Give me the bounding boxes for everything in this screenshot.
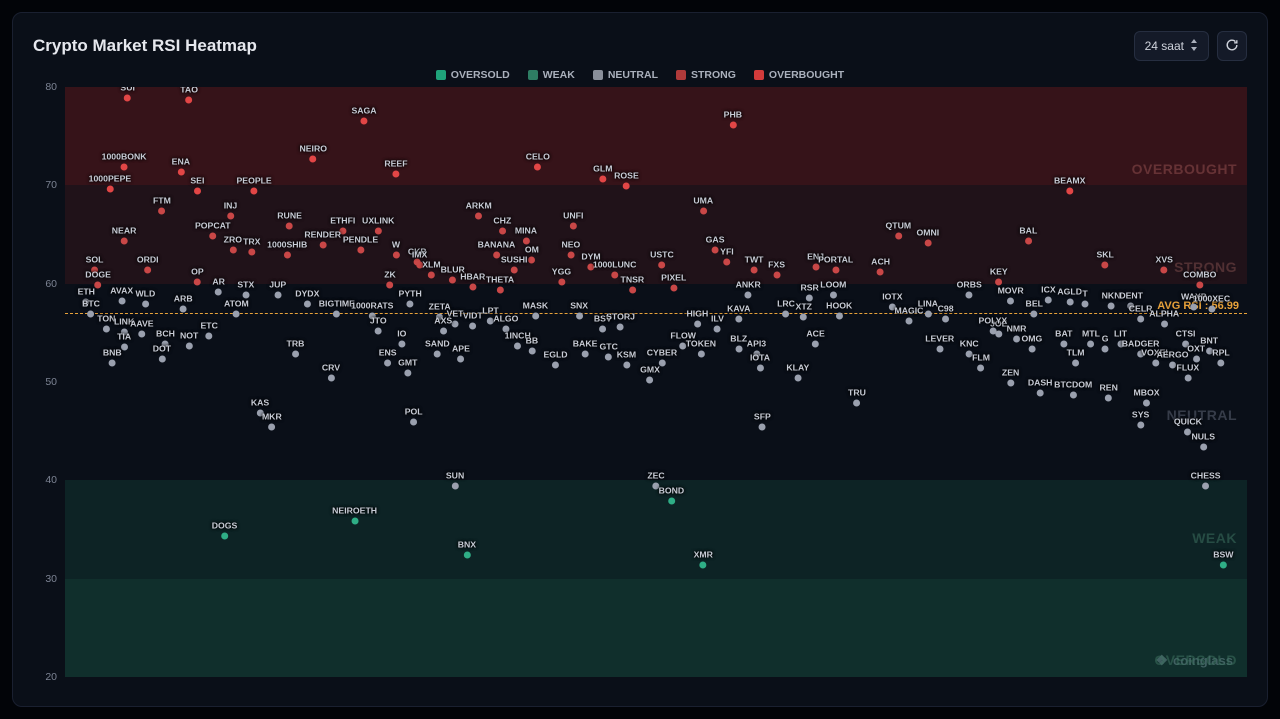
refresh-icon (1225, 38, 1239, 55)
legend-label: OVERSOLD (451, 69, 510, 81)
refresh-button[interactable] (1217, 31, 1247, 61)
y-tick: 70 (45, 179, 57, 191)
y-axis: 20304050607080 (33, 87, 65, 677)
legend-swatch (593, 70, 603, 80)
legend-label: NEUTRAL (608, 69, 658, 81)
legend-label: STRONG (691, 69, 736, 81)
avg-rsi-line (65, 313, 1247, 314)
y-tick: 60 (45, 278, 57, 290)
band-label: OVERSOLD (1154, 652, 1237, 668)
legend-swatch (676, 70, 686, 80)
panel-header: Crypto Market RSI Heatmap 24 saat (33, 31, 1247, 61)
rsi-band (65, 480, 1247, 578)
legend-item[interactable]: OVERSOLD (436, 69, 510, 81)
y-tick: 20 (45, 671, 57, 683)
legend: OVERSOLD WEAK NEUTRAL STRONG OVERBOUGHT (33, 69, 1247, 81)
y-tick: 50 (45, 376, 57, 388)
rsi-heatmap-chart[interactable]: 20304050607080 ❖ coinglass OVERBOUGHTSTR… (33, 87, 1247, 677)
legend-swatch (436, 70, 446, 80)
rsi-band (65, 579, 1247, 677)
heatmap-panel: Crypto Market RSI Heatmap 24 saat OVERSO… (12, 12, 1268, 707)
legend-item[interactable]: OVERBOUGHT (754, 69, 844, 81)
chevron-updown-icon (1190, 39, 1198, 54)
legend-item[interactable]: STRONG (676, 69, 736, 81)
avg-rsi-label: AVG RSI : 56.99 (1157, 300, 1239, 312)
band-label: STRONG (1174, 259, 1237, 275)
timeframe-dropdown[interactable]: 24 saat (1134, 31, 1209, 61)
band-label: WEAK (1192, 530, 1237, 546)
y-tick: 30 (45, 573, 57, 585)
legend-item[interactable]: NEUTRAL (593, 69, 658, 81)
legend-label: WEAK (543, 69, 575, 81)
legend-swatch (754, 70, 764, 80)
band-label: OVERBOUGHT (1132, 161, 1237, 177)
page-title: Crypto Market RSI Heatmap (33, 36, 257, 56)
rsi-band (65, 185, 1247, 283)
y-tick: 40 (45, 474, 57, 486)
legend-label: OVERBOUGHT (769, 69, 844, 81)
legend-swatch (528, 70, 538, 80)
controls: 24 saat (1134, 31, 1247, 61)
plot-area: ❖ coinglass OVERBOUGHTSTRONGNEUTRALWEAKO… (65, 87, 1247, 677)
y-tick: 80 (45, 81, 57, 93)
timeframe-label: 24 saat (1145, 39, 1184, 53)
legend-item[interactable]: WEAK (528, 69, 575, 81)
rsi-band (65, 87, 1247, 185)
band-label: NEUTRAL (1167, 407, 1237, 423)
